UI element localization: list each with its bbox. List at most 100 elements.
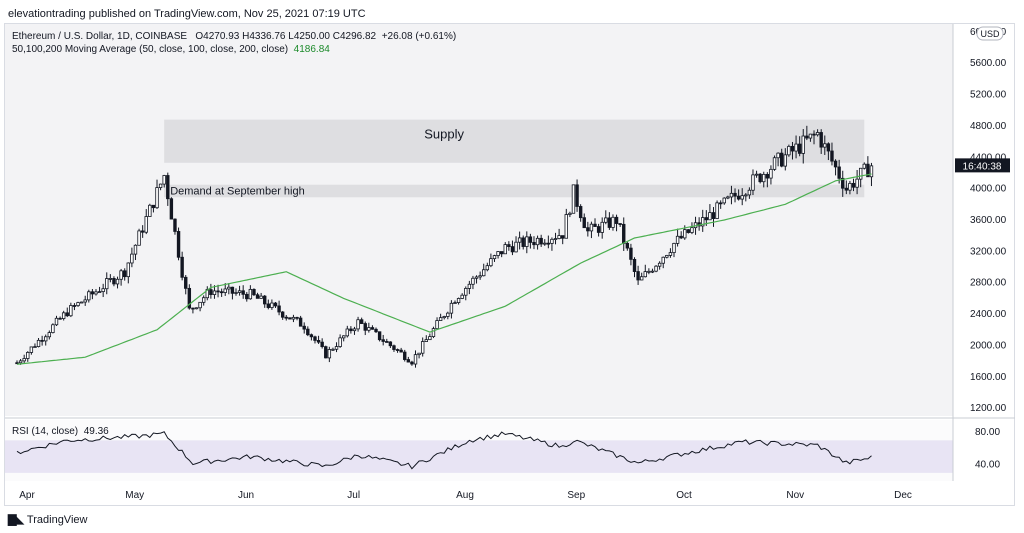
- candle-body[interactable]: [435, 320, 439, 330]
- candle-body[interactable]: [133, 244, 138, 255]
- candle-body[interactable]: [769, 168, 773, 179]
- candle-body[interactable]: [273, 302, 278, 307]
- candle-body[interactable]: [510, 246, 515, 253]
- candle-body[interactable]: [184, 276, 188, 289]
- candle-body[interactable]: [234, 292, 238, 294]
- candle-body[interactable]: [187, 287, 192, 309]
- candle-body[interactable]: [446, 312, 450, 317]
- candle-body[interactable]: [255, 294, 260, 299]
- candle-body[interactable]: [58, 317, 62, 320]
- currency-badge[interactable]: [976, 26, 1004, 41]
- candle-body[interactable]: [862, 163, 866, 169]
- candle-body[interactable]: [26, 352, 30, 359]
- candle-body[interactable]: [395, 349, 400, 351]
- candle-body[interactable]: [166, 175, 170, 200]
- candle-body[interactable]: [708, 212, 712, 221]
- candle-body[interactable]: [97, 291, 102, 294]
- candle-body[interactable]: [29, 346, 34, 353]
- candle-body[interactable]: [672, 242, 676, 254]
- candle-body[interactable]: [144, 216, 148, 233]
- candle-body[interactable]: [675, 235, 680, 244]
- candle-body[interactable]: [866, 163, 870, 178]
- candle-body[interactable]: [270, 302, 274, 308]
- candle-body[interactable]: [622, 223, 626, 244]
- candle-body[interactable]: [302, 325, 306, 330]
- candle-body[interactable]: [614, 216, 619, 224]
- candle-body[interactable]: [227, 286, 231, 290]
- candle-body[interactable]: [280, 311, 285, 318]
- candle-body[interactable]: [295, 316, 299, 319]
- candle-body[interactable]: [219, 291, 224, 294]
- candle-body[interactable]: [363, 323, 367, 331]
- candle-body[interactable]: [356, 319, 360, 330]
- candle-body[interactable]: [830, 150, 834, 162]
- candle-body[interactable]: [169, 198, 174, 220]
- candle-body[interactable]: [722, 197, 726, 204]
- candle-body[interactable]: [525, 236, 529, 247]
- candle-body[interactable]: [690, 227, 694, 233]
- candle-body[interactable]: [349, 328, 353, 332]
- candle-body[interactable]: [223, 288, 227, 293]
- candle-body[interactable]: [600, 221, 604, 233]
- candle-body[interactable]: [352, 328, 357, 332]
- candle-body[interactable]: [639, 276, 644, 281]
- candle-body[interactable]: [812, 133, 816, 136]
- candle-body[interactable]: [420, 341, 425, 354]
- candle-body[interactable]: [370, 327, 375, 330]
- candle-body[interactable]: [499, 251, 504, 255]
- candle-body[interactable]: [701, 217, 705, 227]
- candle-body[interactable]: [492, 255, 497, 260]
- candle-body[interactable]: [245, 293, 249, 300]
- candle-body[interactable]: [15, 362, 19, 365]
- candle-body[interactable]: [112, 278, 116, 285]
- candle-body[interactable]: [298, 317, 303, 327]
- candle-body[interactable]: [417, 352, 421, 356]
- candle-body[interactable]: [320, 341, 324, 348]
- candle-body[interactable]: [546, 242, 551, 245]
- candle-body[interactable]: [438, 317, 443, 321]
- candle-body[interactable]: [69, 305, 73, 317]
- candle-body[interactable]: [173, 218, 177, 232]
- candle-body[interactable]: [535, 237, 540, 246]
- candle-body[interactable]: [126, 262, 130, 278]
- candle-body[interactable]: [589, 223, 594, 232]
- candle-body[interactable]: [780, 152, 784, 167]
- candle-body[interactable]: [654, 265, 658, 272]
- candle-body[interactable]: [216, 290, 220, 293]
- candle-body[interactable]: [478, 275, 482, 278]
- candle-body[interactable]: [733, 192, 737, 197]
- candle-body[interactable]: [553, 238, 558, 240]
- candle-body[interactable]: [596, 226, 601, 233]
- candle-body[interactable]: [532, 241, 536, 246]
- candle-body[interactable]: [309, 334, 314, 338]
- candle-body[interactable]: [772, 157, 777, 170]
- candle-body[interactable]: [36, 339, 41, 347]
- candle-body[interactable]: [683, 229, 687, 239]
- candle-body[interactable]: [115, 278, 120, 285]
- candle-body[interactable]: [578, 206, 583, 219]
- candle-body[interactable]: [65, 312, 69, 317]
- candle-body[interactable]: [758, 173, 762, 183]
- candle-body[interactable]: [833, 160, 838, 168]
- candle-body[interactable]: [848, 182, 852, 191]
- candle-body[interactable]: [808, 133, 813, 139]
- candle-body[interactable]: [762, 173, 766, 183]
- candle-body[interactable]: [453, 302, 457, 304]
- candle-body[interactable]: [108, 278, 113, 280]
- candle-body[interactable]: [40, 339, 44, 342]
- candle-body[interactable]: [629, 247, 633, 260]
- candle-body[interactable]: [841, 177, 845, 189]
- candle-body[interactable]: [625, 242, 630, 249]
- candle-body[interactable]: [783, 154, 787, 167]
- candle-body[interactable]: [105, 278, 109, 290]
- candle-body[interactable]: [87, 291, 91, 301]
- candle-body[interactable]: [381, 339, 385, 342]
- candle-body[interactable]: [284, 316, 288, 319]
- candle-body[interactable]: [83, 299, 87, 303]
- candle-body[interactable]: [650, 270, 655, 273]
- candle-body[interactable]: [514, 241, 518, 253]
- candle-body[interactable]: [449, 302, 454, 314]
- candle-body[interactable]: [259, 295, 263, 299]
- candle-body[interactable]: [711, 212, 716, 219]
- candle-body[interactable]: [575, 184, 579, 207]
